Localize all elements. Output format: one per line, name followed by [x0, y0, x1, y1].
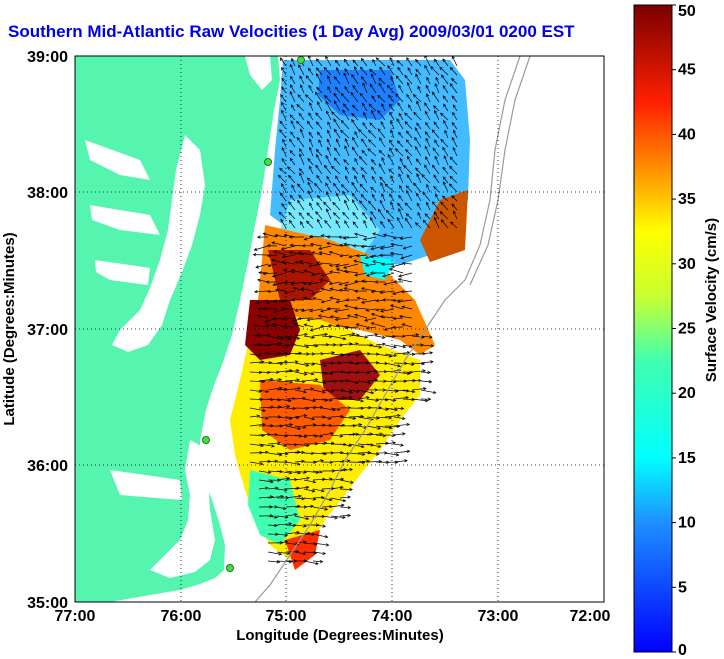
y-tick-label: 35:00 [27, 595, 68, 612]
x-tick-label: 75:00 [266, 608, 307, 625]
station-marker [226, 564, 234, 572]
colorbar-tick-label: 35 [678, 191, 696, 208]
colorbar-label: Surface Velocity (cm/s) [703, 218, 720, 382]
colorbar-tick-label: 10 [678, 515, 696, 532]
radar-stations [202, 56, 305, 572]
y-tick-label: 37:00 [27, 322, 68, 339]
y-tick-label: 39:00 [27, 49, 68, 66]
colorbar-tick-label: 25 [678, 321, 696, 338]
map-title: Southern Mid-Atlantic Raw Velocities (1 … [8, 22, 575, 41]
x-tick-label: 72:00 [570, 608, 611, 625]
y-axis: 39:00 38:00 37:00 36:00 35:00 [27, 49, 68, 612]
x-axis-label: Longitude (Degrees:Minutes) [236, 627, 444, 644]
pamlico-sound [150, 440, 215, 578]
x-axis: 77:00 76:00 75:00 74:00 73:00 72:00 [55, 608, 611, 625]
y-axis-label: Latitude (Degrees:Minutes) [1, 232, 18, 425]
colorbar-tick-label: 50 [678, 3, 696, 20]
colorbar-tick-label: 5 [678, 579, 687, 596]
colorbar-gradient [633, 4, 673, 653]
colorbar-tick-label: 40 [678, 126, 696, 143]
y-tick-label: 38:00 [27, 185, 68, 202]
colorbar-tick-label: 0 [678, 642, 687, 659]
land-area [75, 56, 280, 602]
x-tick-label: 73:00 [478, 608, 519, 625]
x-tick-label: 76:00 [161, 608, 202, 625]
current-vectors [249, 56, 458, 566]
plot-frame [74, 55, 605, 603]
bathymetry-contours [254, 56, 531, 602]
station-marker [202, 436, 210, 444]
x-tick-label: 74:00 [372, 608, 413, 625]
colorbar-tick-label: 15 [678, 450, 696, 467]
chesapeake-bay [112, 135, 205, 352]
station-marker [264, 158, 272, 166]
colorbar: 0 5 10 15 20 25 30 35 40 45 50 Surface Velocity (c… [633, 3, 720, 659]
colorbar-tick-label: 30 [678, 256, 696, 273]
y-tick-label: 36:00 [27, 458, 68, 475]
colorbar-tick-label: 45 [678, 62, 696, 79]
station-marker [297, 56, 305, 64]
x-tick-label: 77:00 [55, 608, 96, 625]
grid-lines [75, 56, 604, 602]
colorbar-tick-label: 20 [678, 385, 696, 402]
